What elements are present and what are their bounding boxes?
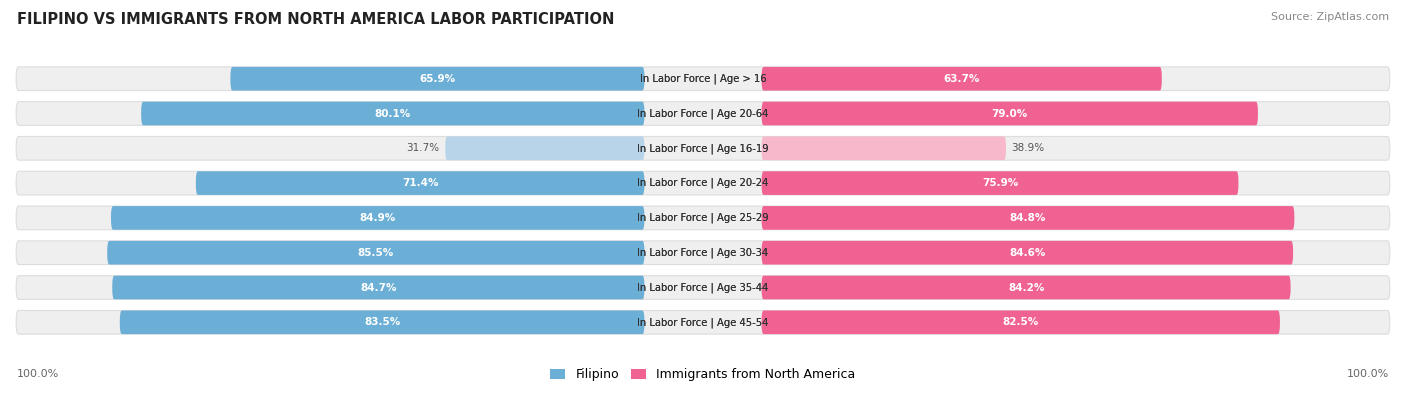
Text: 71.4%: 71.4% — [402, 178, 439, 188]
Text: 84.9%: 84.9% — [360, 213, 396, 223]
Text: 80.1%: 80.1% — [374, 109, 411, 118]
Text: 75.9%: 75.9% — [981, 178, 1018, 188]
Text: 65.9%: 65.9% — [419, 74, 456, 84]
Text: 84.7%: 84.7% — [360, 282, 396, 293]
Text: In Labor Force | Age 45-54: In Labor Force | Age 45-54 — [637, 317, 769, 327]
Text: In Labor Force | Age > 16: In Labor Force | Age > 16 — [640, 73, 766, 84]
FancyBboxPatch shape — [15, 67, 1391, 90]
Text: 100.0%: 100.0% — [1347, 369, 1389, 379]
FancyBboxPatch shape — [195, 171, 644, 195]
Text: 82.5%: 82.5% — [1002, 317, 1039, 327]
FancyBboxPatch shape — [15, 206, 1391, 230]
FancyBboxPatch shape — [762, 67, 1161, 90]
FancyBboxPatch shape — [762, 171, 1239, 195]
Text: 63.7%: 63.7% — [943, 74, 980, 84]
Text: 85.5%: 85.5% — [357, 248, 394, 258]
FancyBboxPatch shape — [15, 276, 1391, 299]
FancyBboxPatch shape — [15, 241, 1391, 265]
FancyBboxPatch shape — [762, 241, 1294, 265]
Text: In Labor Force | Age 20-24: In Labor Force | Age 20-24 — [637, 178, 769, 188]
FancyBboxPatch shape — [446, 137, 644, 160]
Text: 84.2%: 84.2% — [1008, 282, 1045, 293]
Text: 31.7%: 31.7% — [406, 143, 440, 153]
Text: 38.9%: 38.9% — [1011, 143, 1045, 153]
Text: In Labor Force | Age 45-54: In Labor Force | Age 45-54 — [637, 317, 769, 327]
Text: In Labor Force | Age > 16: In Labor Force | Age > 16 — [640, 73, 766, 84]
Text: FILIPINO VS IMMIGRANTS FROM NORTH AMERICA LABOR PARTICIPATION: FILIPINO VS IMMIGRANTS FROM NORTH AMERIC… — [17, 12, 614, 27]
Text: 100.0%: 100.0% — [17, 369, 59, 379]
FancyBboxPatch shape — [762, 276, 1291, 299]
FancyBboxPatch shape — [15, 102, 1391, 125]
FancyBboxPatch shape — [231, 67, 644, 90]
FancyBboxPatch shape — [15, 137, 1391, 160]
Text: In Labor Force | Age 35-44: In Labor Force | Age 35-44 — [637, 282, 769, 293]
FancyBboxPatch shape — [762, 206, 1295, 230]
Text: In Labor Force | Age 25-29: In Labor Force | Age 25-29 — [637, 213, 769, 223]
Text: 79.0%: 79.0% — [991, 109, 1028, 118]
Text: In Labor Force | Age 25-29: In Labor Force | Age 25-29 — [637, 213, 769, 223]
Text: 83.5%: 83.5% — [364, 317, 401, 327]
FancyBboxPatch shape — [762, 310, 1279, 334]
FancyBboxPatch shape — [762, 102, 1258, 125]
Legend: Filipino, Immigrants from North America: Filipino, Immigrants from North America — [546, 363, 860, 386]
Text: 84.8%: 84.8% — [1010, 213, 1046, 223]
Text: In Labor Force | Age 20-24: In Labor Force | Age 20-24 — [637, 178, 769, 188]
FancyBboxPatch shape — [15, 310, 1391, 334]
Text: In Labor Force | Age 20-64: In Labor Force | Age 20-64 — [637, 108, 769, 119]
FancyBboxPatch shape — [762, 137, 1005, 160]
Text: In Labor Force | Age 20-64: In Labor Force | Age 20-64 — [637, 108, 769, 119]
FancyBboxPatch shape — [111, 206, 644, 230]
Text: 84.6%: 84.6% — [1010, 248, 1046, 258]
FancyBboxPatch shape — [15, 171, 1391, 195]
FancyBboxPatch shape — [112, 276, 644, 299]
Text: In Labor Force | Age 30-34: In Labor Force | Age 30-34 — [637, 247, 769, 258]
Text: In Labor Force | Age 35-44: In Labor Force | Age 35-44 — [637, 282, 769, 293]
FancyBboxPatch shape — [107, 241, 644, 265]
Text: In Labor Force | Age 30-34: In Labor Force | Age 30-34 — [637, 247, 769, 258]
Text: In Labor Force | Age 16-19: In Labor Force | Age 16-19 — [637, 143, 769, 154]
FancyBboxPatch shape — [141, 102, 644, 125]
Text: In Labor Force | Age 16-19: In Labor Force | Age 16-19 — [637, 143, 769, 154]
FancyBboxPatch shape — [120, 310, 644, 334]
Text: Source: ZipAtlas.com: Source: ZipAtlas.com — [1271, 12, 1389, 22]
